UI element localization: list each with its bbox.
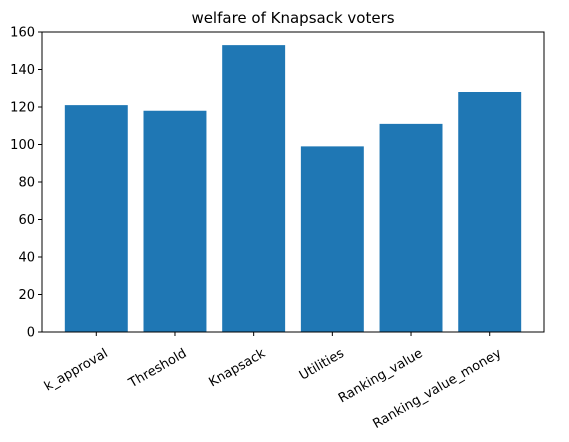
y-tick-label: 60 — [18, 213, 35, 228]
y-axis: 0 20 40 60 80 100 120 140 160 — [10, 26, 42, 341]
x-tick-label: k_approval — [42, 346, 111, 394]
bar-Ranking_value_money — [458, 92, 522, 332]
y-tick-label: 160 — [10, 26, 35, 41]
y-tick-label: 100 — [10, 138, 35, 153]
bar-Utilities — [300, 146, 364, 332]
bars-group — [64, 45, 522, 332]
plot-frame — [41, 31, 545, 333]
y-tick-label: 40 — [18, 251, 35, 266]
y-tick-label: 80 — [18, 176, 35, 191]
bar-k_approval — [64, 105, 128, 332]
y-tick-label: 0 — [27, 326, 35, 341]
bar-Threshold — [143, 110, 207, 332]
y-tick-label: 120 — [10, 101, 35, 116]
x-tick-label: Ranking_value_money — [370, 346, 504, 432]
y-tick-label: 140 — [10, 63, 35, 78]
x-tick-label: Knapsack — [207, 346, 269, 390]
x-tick-label: Utilities — [297, 346, 347, 384]
bar-Knapsack — [222, 45, 286, 332]
y-tick-label: 20 — [18, 288, 35, 303]
x-axis: k_approval Threshold Knapsack Utilities Rank… — [42, 332, 504, 432]
bar-Ranking_value — [379, 123, 443, 332]
chart-title: welfare of Knapsack voters — [191, 9, 394, 27]
x-tick-label: Threshold — [126, 346, 190, 392]
